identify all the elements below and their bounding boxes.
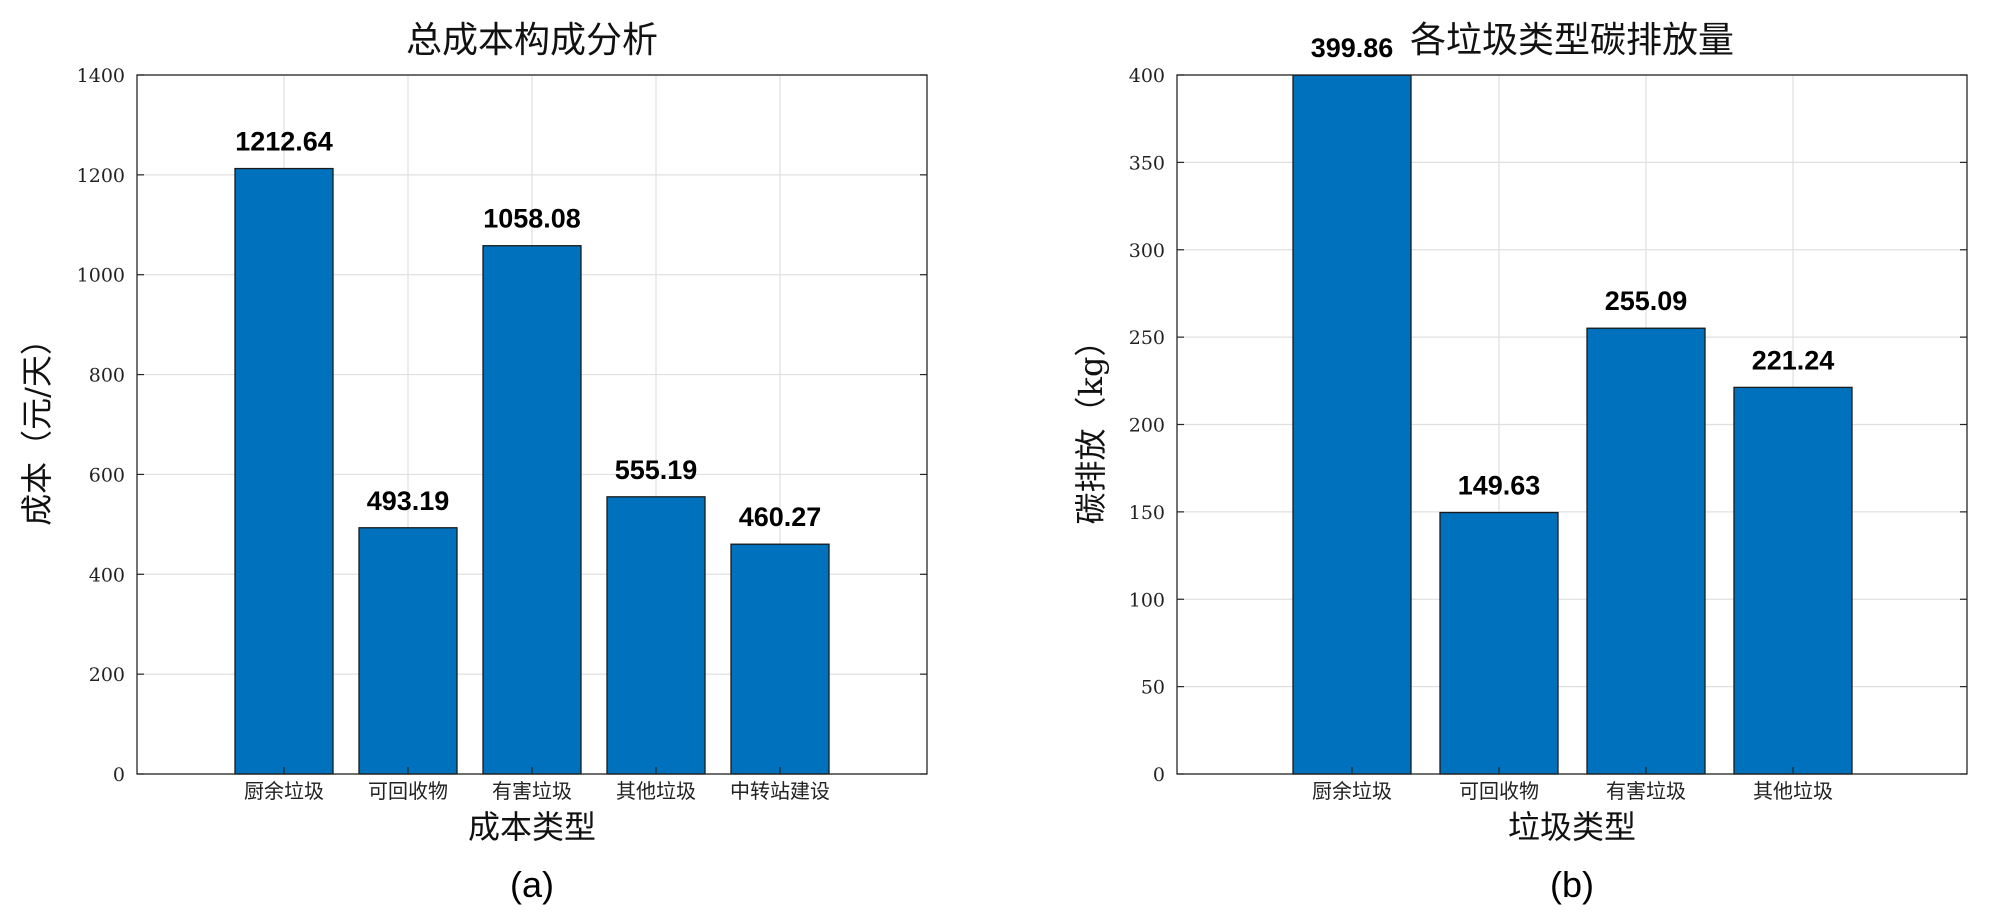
x-tick-label: 厨余垃圾 [1312,779,1392,803]
data-label: 460.27 [739,502,822,532]
x-tick-label: 有害垃圾 [1606,779,1686,803]
bar-3 [482,245,582,775]
chart-title: 总成本构成分析 [406,20,658,61]
x-tick-label: 中转站建设 [730,779,830,803]
y-tick-label: 0 [113,764,125,786]
x-tick-label: 可回收物 [368,779,448,803]
y-axis-label: 碳排放（kg） [1072,325,1110,525]
panel-label: (b) [1550,864,1594,905]
y-tick-label: 150 [1129,502,1165,524]
bar-4 [1733,386,1853,775]
y-tick-label: 250 [1129,327,1165,349]
x-axis-label: 垃圾类型 [1508,808,1636,846]
y-tick-label: 350 [1129,152,1165,174]
data-label: 149.63 [1458,471,1541,501]
y-tick-label: 300 [1129,240,1165,262]
data-label: 399.86 [1311,33,1394,63]
y-axis-label: 成本（元/天） [18,323,56,526]
data-label: 255.09 [1605,286,1688,316]
panel-label: (a) [510,864,554,905]
x-tick-label: 其他垃圾 [1753,779,1833,803]
data-label: 1058.08 [483,204,581,234]
bar-1 [234,167,334,775]
y-tick-label: 600 [89,464,125,486]
x-tick-label: 其他垃圾 [616,779,696,803]
y-tick-label: 1400 [77,65,125,87]
y-tick-label: 400 [1129,65,1165,87]
y-tick-label: 800 [89,365,125,387]
y-tick-label: 1200 [77,165,125,187]
x-axis-label: 成本类型 [468,808,596,846]
y-tick-label: 100 [1129,589,1165,611]
data-label: 493.19 [367,486,450,516]
chart-panel-a: 0 200 400 600 800 1000 1200 1400 厨余垃圾 可回收物 有害垃圾 其他垃… [18,20,928,905]
chart-panel-b: 0 50 100 150 200 250 300 350 400 厨余垃圾 可回收物 有害垃圾 其他垃圾… [1072,20,1968,905]
y-tick-label: 0 [1153,764,1165,786]
y-tick-label: 400 [89,564,125,586]
bar-2 [358,527,458,775]
bar-5 [730,543,830,775]
data-label: 1212.64 [235,127,333,157]
data-label: 555.19 [615,455,698,485]
y-tick-label: 200 [89,664,125,686]
bar-4 [606,496,706,775]
y-tick-label: 1000 [77,265,125,287]
x-tick-label: 可回收物 [1459,779,1539,803]
bar-2 [1439,511,1559,775]
y-tick-label: 200 [1129,415,1165,437]
x-tick-label: 有害垃圾 [492,779,572,803]
data-label: 221.24 [1752,345,1835,375]
bar-1 [1292,74,1412,775]
x-tick-label: 厨余垃圾 [244,779,324,803]
y-tick-label: 50 [1141,677,1165,699]
bar-3 [1586,327,1706,775]
chart-title: 各垃圾类型碳排放量 [1410,20,1734,61]
